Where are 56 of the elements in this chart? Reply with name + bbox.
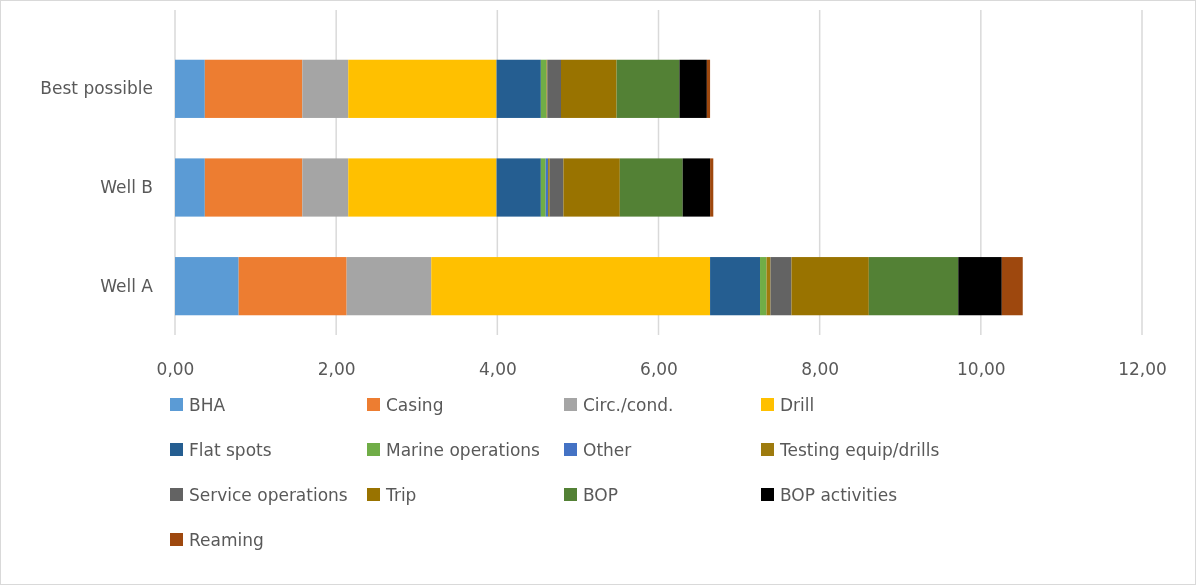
bar	[766, 257, 771, 316]
x-tick-label: 0,00	[156, 359, 195, 380]
x-tick-label: 4,00	[478, 359, 517, 380]
legend-label: Marine operations	[386, 440, 541, 460]
y-tick-label: Best possible	[40, 78, 153, 99]
bar	[496, 158, 541, 217]
x-tick-label: 8,00	[801, 359, 840, 380]
legend-label: Reaming	[189, 530, 264, 550]
bar	[1001, 257, 1023, 316]
bar	[770, 257, 792, 316]
bar	[348, 158, 497, 217]
bar	[791, 257, 869, 316]
legend-label: Flat spots	[189, 440, 272, 460]
bar	[175, 257, 239, 316]
bar	[496, 59, 541, 118]
bar	[348, 59, 497, 118]
bar	[549, 158, 564, 217]
bar	[760, 257, 767, 316]
bar	[238, 257, 347, 316]
legend-label: Trip	[385, 485, 417, 505]
bar	[560, 59, 617, 118]
legend-label: BOP activities	[780, 485, 898, 505]
bar	[175, 158, 205, 217]
bar	[706, 59, 711, 118]
bar	[868, 257, 959, 316]
bar	[204, 158, 303, 217]
x-tick-label: 6,00	[640, 359, 678, 380]
x-tick-label: 10,00	[957, 359, 1006, 380]
legend-label: BHA	[189, 395, 226, 415]
bar	[682, 158, 711, 217]
bar	[346, 257, 432, 316]
y-tick-label: Well A	[100, 275, 154, 296]
bar	[302, 158, 349, 217]
bar	[547, 59, 561, 118]
bar	[204, 59, 303, 118]
legend-label: Service operations	[189, 485, 348, 505]
x-tick-label: 2,00	[317, 359, 356, 380]
bar	[431, 257, 711, 316]
bar	[619, 158, 683, 217]
legend-label: Testing equip/drills	[779, 440, 940, 460]
bar	[710, 257, 761, 316]
bar	[710, 158, 714, 217]
x-tick-label: 12,00	[1118, 359, 1167, 380]
bar	[958, 257, 1002, 316]
legend-label: Circ./cond.	[583, 395, 674, 415]
legend-label: Other	[583, 440, 632, 460]
bar	[540, 158, 546, 217]
bar	[616, 59, 680, 118]
bar	[563, 158, 620, 217]
legend-label: Drill	[780, 395, 815, 415]
y-tick-label: Well B	[100, 176, 153, 197]
bar	[679, 59, 707, 118]
legend-label: BOP	[583, 485, 618, 505]
legend-label: Casing	[386, 395, 444, 415]
bar	[302, 59, 349, 118]
bar	[175, 59, 205, 118]
